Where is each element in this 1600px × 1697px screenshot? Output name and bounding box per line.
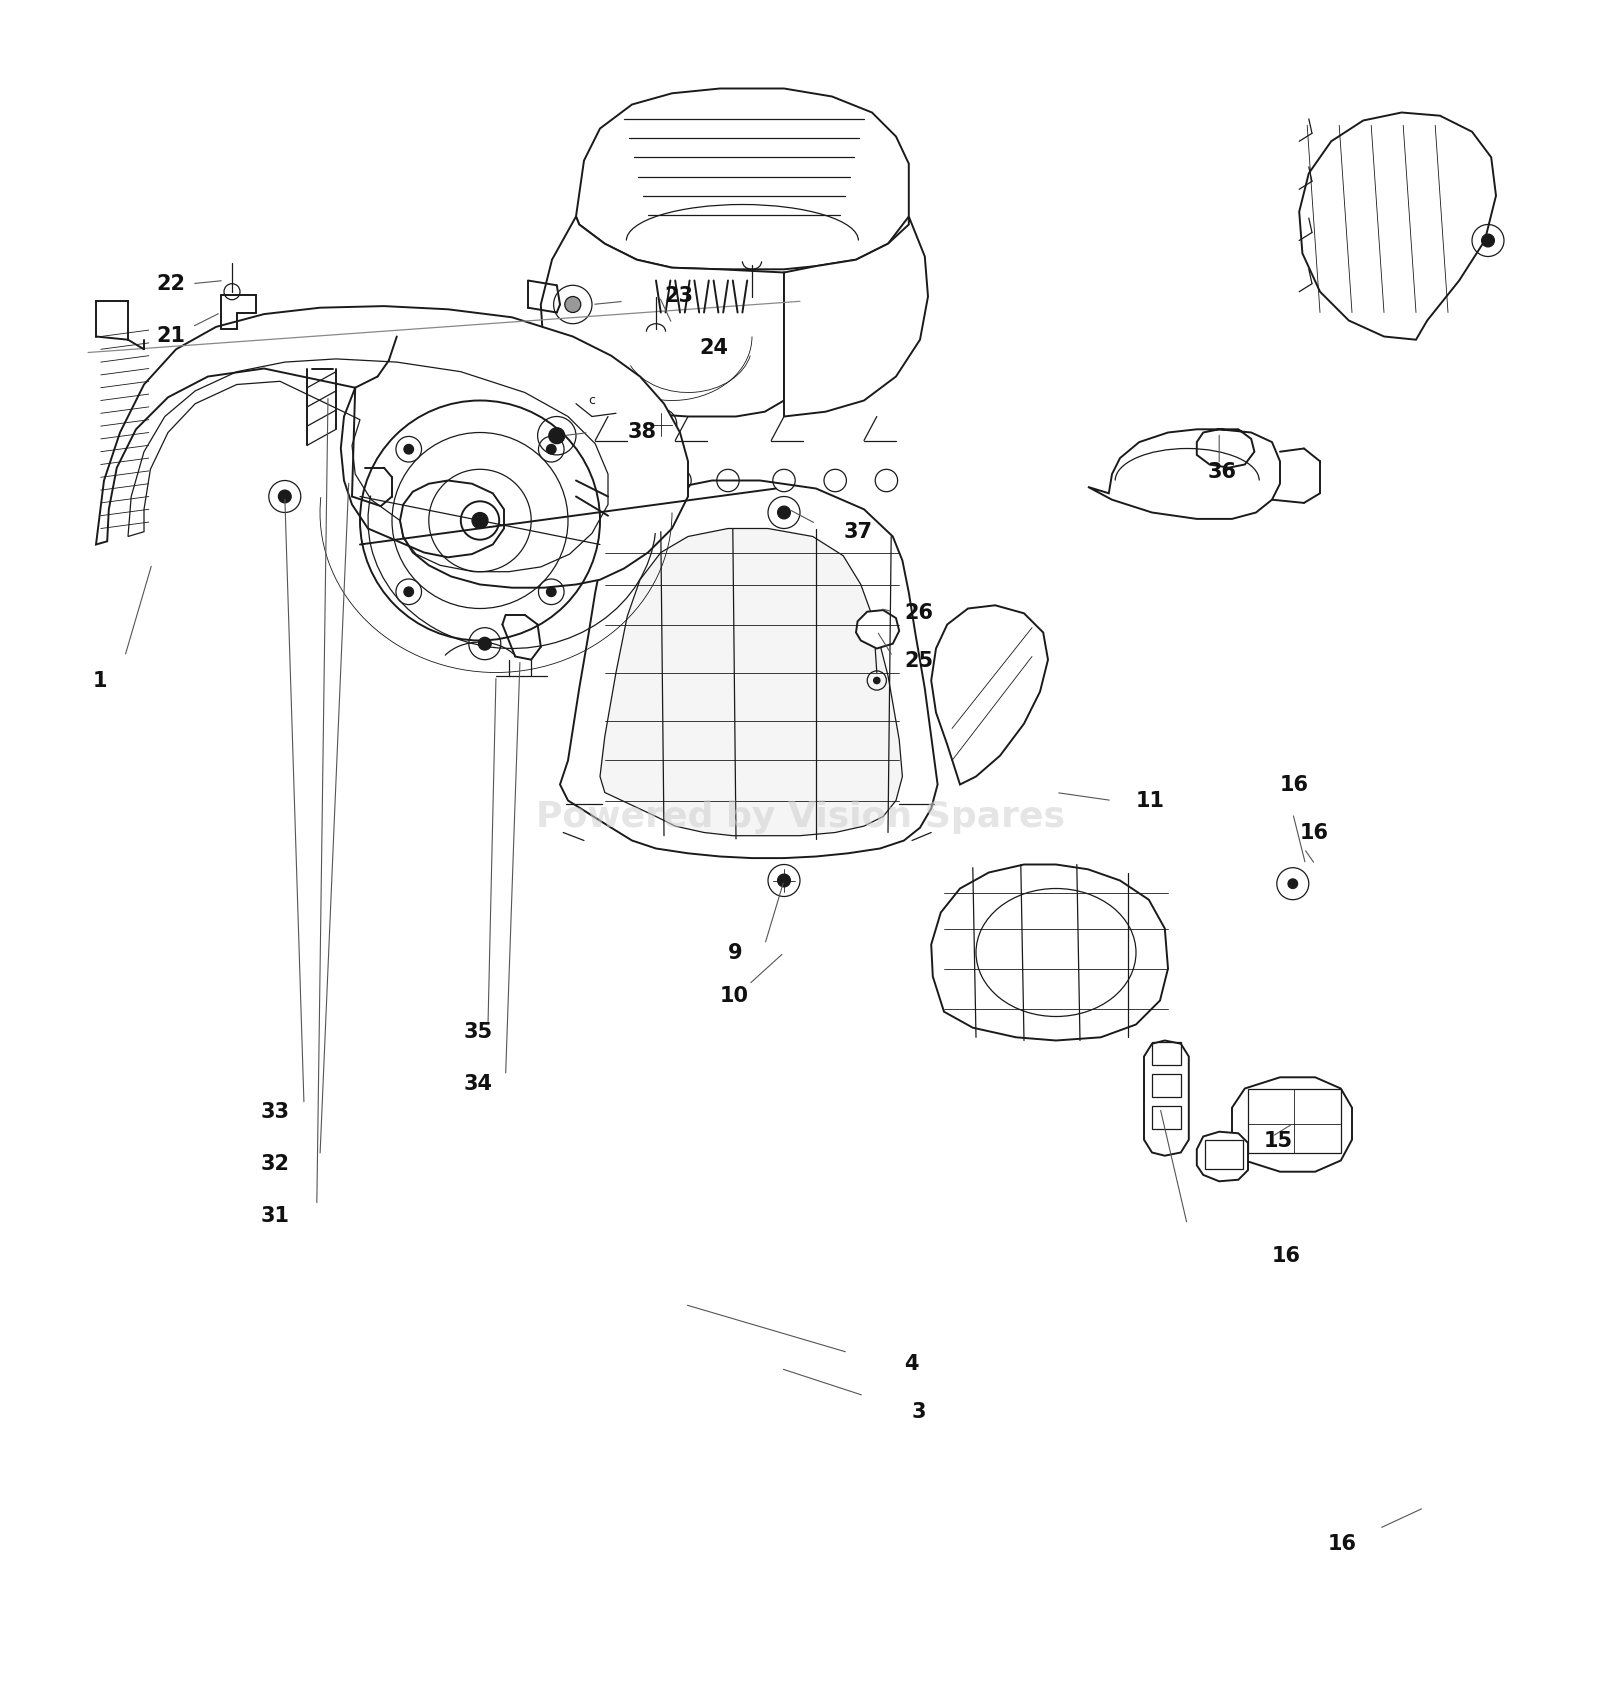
Text: 3: 3 (912, 1402, 926, 1422)
Text: c: c (589, 394, 595, 407)
Text: 15: 15 (1264, 1132, 1293, 1151)
Circle shape (1288, 879, 1298, 889)
Circle shape (472, 512, 488, 528)
Circle shape (654, 417, 667, 431)
Polygon shape (600, 528, 902, 835)
Bar (1152, 1042, 1181, 1064)
Text: Powered by Vision Spares: Powered by Vision Spares (536, 799, 1064, 833)
Text: 9: 9 (728, 942, 742, 962)
Polygon shape (541, 217, 784, 416)
Circle shape (403, 587, 413, 597)
Text: 32: 32 (261, 1154, 290, 1174)
Circle shape (565, 297, 581, 312)
Polygon shape (1232, 1078, 1352, 1171)
Polygon shape (576, 88, 909, 270)
Circle shape (778, 874, 790, 888)
Circle shape (547, 587, 557, 597)
Polygon shape (856, 611, 899, 648)
Text: 10: 10 (720, 986, 749, 1006)
Text: 36: 36 (1208, 463, 1237, 482)
Circle shape (403, 445, 413, 455)
Polygon shape (1299, 112, 1496, 339)
Circle shape (549, 428, 565, 443)
Text: 31: 31 (261, 1207, 290, 1227)
Circle shape (778, 506, 790, 519)
Text: 37: 37 (843, 521, 872, 541)
Circle shape (874, 677, 880, 684)
Circle shape (478, 638, 491, 650)
Circle shape (547, 445, 557, 455)
Bar (1205, 1140, 1243, 1169)
Text: 1: 1 (93, 670, 107, 691)
Bar (1152, 1106, 1181, 1129)
Text: 16: 16 (1328, 1534, 1357, 1554)
Polygon shape (560, 480, 938, 859)
Text: 11: 11 (1136, 791, 1165, 811)
Polygon shape (1197, 1132, 1248, 1181)
Text: 16: 16 (1299, 823, 1328, 842)
Polygon shape (931, 864, 1168, 1040)
Text: 22: 22 (157, 273, 186, 294)
Text: 33: 33 (261, 1103, 290, 1122)
Text: 23: 23 (664, 287, 693, 307)
Circle shape (1482, 234, 1494, 246)
Polygon shape (96, 305, 688, 587)
Text: 35: 35 (464, 1023, 493, 1042)
Text: 16: 16 (1272, 1247, 1301, 1266)
Polygon shape (1144, 1040, 1189, 1156)
Bar (1152, 1074, 1181, 1096)
Text: 26: 26 (904, 604, 933, 623)
Polygon shape (1088, 429, 1280, 519)
Text: 38: 38 (627, 423, 656, 443)
Text: 4: 4 (904, 1354, 918, 1373)
Text: 16: 16 (1280, 774, 1309, 794)
Text: 24: 24 (699, 338, 728, 358)
Polygon shape (784, 217, 928, 416)
Text: 34: 34 (464, 1074, 493, 1093)
Bar (1248, 1088, 1341, 1152)
Text: 21: 21 (157, 326, 186, 346)
Circle shape (278, 490, 291, 502)
Text: 25: 25 (904, 652, 933, 672)
Polygon shape (931, 606, 1048, 784)
